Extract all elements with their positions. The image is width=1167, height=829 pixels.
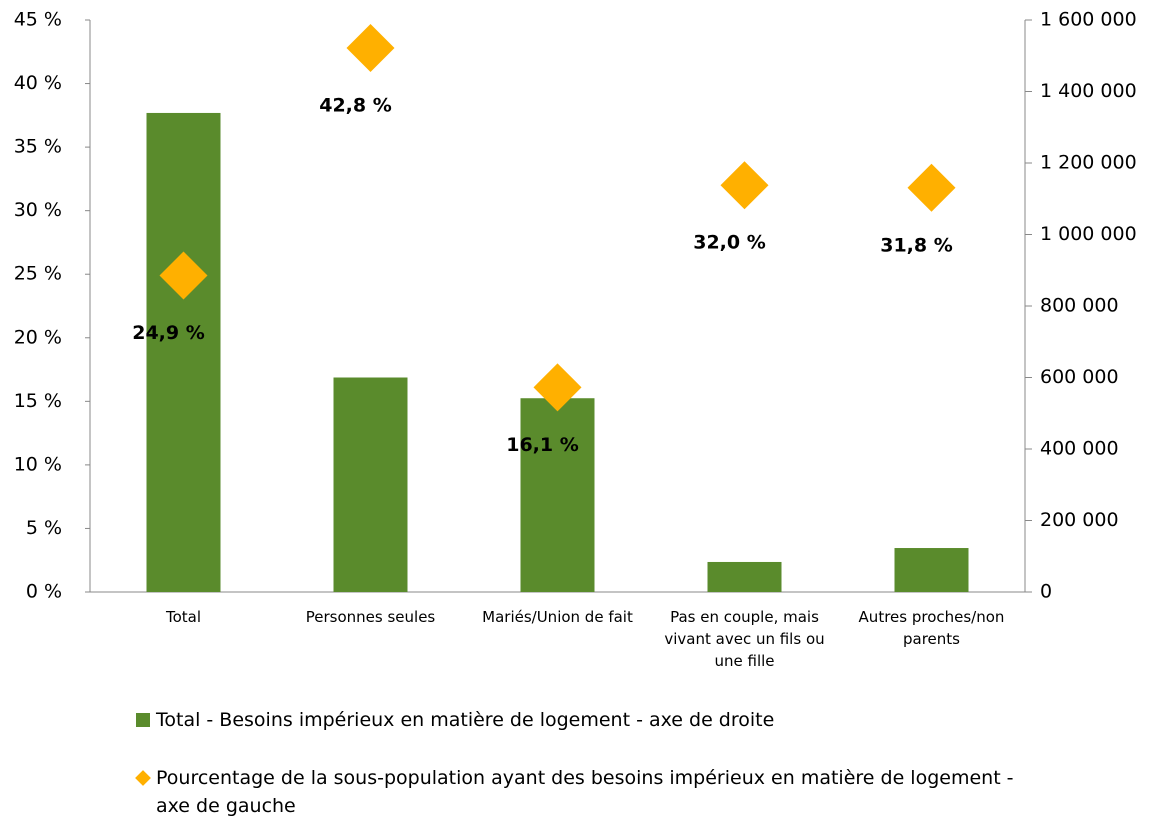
y2-tick-label: 0 bbox=[1040, 581, 1052, 603]
legend-entry: Total - Besoins impérieux en matière de … bbox=[136, 706, 1016, 734]
x-tick-label: Autres proches/non parents bbox=[858, 608, 1005, 648]
data-label: 31,8 % bbox=[880, 234, 953, 256]
y-tick-label: 45 % bbox=[14, 9, 62, 31]
diamond-marker bbox=[533, 363, 582, 412]
y-tick-label: 10 % bbox=[14, 453, 62, 475]
data-label: 32,0 % bbox=[693, 232, 766, 254]
legend-swatch bbox=[136, 713, 150, 727]
diamond-marker bbox=[720, 161, 769, 210]
legend-swatch bbox=[135, 770, 151, 786]
y2-tick-label: 800 000 bbox=[1040, 295, 1119, 317]
y2-tick-label: 400 000 bbox=[1040, 438, 1119, 460]
y2-tick-label: 1 200 000 bbox=[1040, 152, 1137, 174]
legend-label: Total - Besoins impérieux en matière de … bbox=[156, 709, 775, 731]
bar bbox=[520, 398, 595, 592]
y-tick-label: 0 % bbox=[26, 581, 62, 603]
y2-tick-label: 1 600 000 bbox=[1040, 9, 1137, 31]
x-tick-label: Personnes seules bbox=[305, 608, 436, 626]
y-tick-label: 25 % bbox=[14, 263, 62, 285]
y2-tick-label: 600 000 bbox=[1040, 366, 1119, 388]
bar bbox=[894, 548, 969, 592]
data-label: 16,1 % bbox=[506, 434, 579, 456]
diamond-marker bbox=[159, 251, 208, 300]
x-tick-label: Mariés/Union de fait bbox=[482, 608, 633, 626]
bar bbox=[707, 561, 782, 592]
legend-entry: Pourcentage de la sous-population ayant … bbox=[135, 764, 1016, 820]
diamond-marker bbox=[346, 23, 395, 72]
bar bbox=[333, 377, 408, 592]
diamond-marker bbox=[907, 163, 956, 212]
y-tick-label: 35 % bbox=[14, 136, 62, 158]
y2-tick-label: 1 400 000 bbox=[1040, 80, 1137, 102]
x-tick-label: Total bbox=[165, 608, 202, 626]
y-tick-label: 20 % bbox=[14, 326, 62, 348]
data-label: 24,9 % bbox=[132, 322, 205, 344]
y2-tick-label: 200 000 bbox=[1040, 509, 1119, 531]
y2-tick-label: 1 000 000 bbox=[1040, 223, 1137, 245]
y-tick-label: 40 % bbox=[14, 72, 62, 94]
bar bbox=[146, 112, 221, 592]
y-tick-label: 30 % bbox=[14, 199, 62, 221]
legend-label: Pourcentage de la sous-population ayant … bbox=[156, 767, 1014, 817]
y-tick-label: 5 % bbox=[26, 517, 62, 539]
data-label: 42,8 % bbox=[319, 94, 392, 116]
x-tick-label: Pas en couple, mais vivant avec un fils … bbox=[664, 608, 825, 670]
y-tick-label: 15 % bbox=[14, 390, 62, 412]
